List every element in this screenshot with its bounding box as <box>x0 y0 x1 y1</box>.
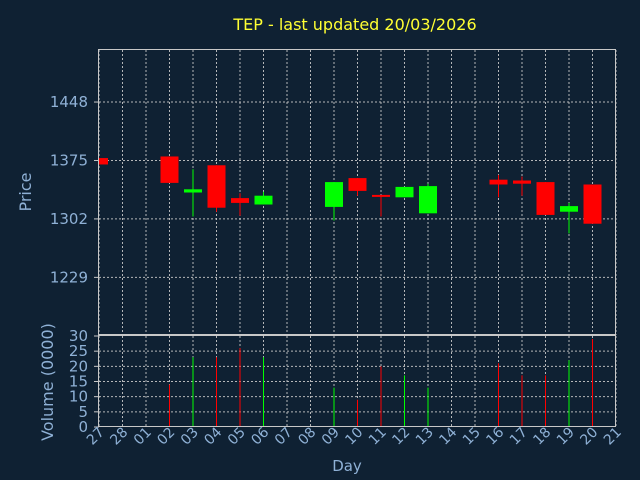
price-marks <box>98 156 602 234</box>
volume-marks <box>169 339 593 427</box>
x-tick-label: 07 <box>272 425 296 449</box>
x-tick-label: 12 <box>389 425 413 449</box>
x-tick-label: 03 <box>178 425 202 449</box>
candle-body <box>348 178 367 191</box>
x-tick-label: 21 <box>601 425 625 449</box>
price-tick-label: 1229 <box>50 268 88 286</box>
volume-tick-label: 0 <box>78 418 88 436</box>
x-tick-label: 14 <box>436 424 460 448</box>
x-tick-label: 08 <box>295 425 319 449</box>
x-tick-label: 15 <box>460 425 484 449</box>
x-tick-label: 13 <box>413 425 437 449</box>
candle-body <box>536 182 555 215</box>
volume-tick-label: 5 <box>78 403 88 421</box>
price-tick-label: 1302 <box>50 210 88 228</box>
candle-body <box>231 198 249 203</box>
x-tick-label: 05 <box>225 425 249 449</box>
x-tick-label: 19 <box>554 425 578 449</box>
price-grid <box>98 50 617 335</box>
volume-tick-label: 25 <box>69 342 88 360</box>
x-tick-label: 18 <box>530 425 554 449</box>
candle-body <box>560 206 578 212</box>
x-tick-label: 20 <box>577 425 601 449</box>
x-tick-label: 10 <box>342 425 366 449</box>
candle-body <box>207 165 226 208</box>
x-tick-label: 01 <box>131 425 155 449</box>
candle-body <box>395 186 414 198</box>
volume-tick-label: 10 <box>69 388 88 406</box>
volume-tick-label: 15 <box>69 373 88 391</box>
volume-tick-label: 20 <box>69 357 88 375</box>
candle-body <box>254 195 273 205</box>
x-tick-label: 28 <box>107 425 131 449</box>
x-tick-label: 06 <box>248 424 272 448</box>
chart-title: TEP - last updated 20/03/2026 <box>232 15 476 34</box>
x-tick-label: 02 <box>154 425 178 449</box>
candle-body <box>583 184 602 224</box>
candle-body <box>160 156 179 183</box>
price-frame <box>98 49 616 335</box>
candle-body <box>513 180 531 184</box>
candle-body <box>184 189 202 193</box>
candle-body <box>99 158 108 165</box>
x-tick-label: 04 <box>201 424 225 448</box>
x-tick-label: 09 <box>319 425 343 449</box>
price-tick-label: 1448 <box>50 93 88 111</box>
x-tick-label: 16 <box>483 424 507 448</box>
x-tick-labels: 27 28 01 02 03 04 05 06 07 08 09 10 11 12 13 14 15 16 17 18… <box>84 424 625 448</box>
volume-axis-label: Volume (0000) <box>38 323 57 441</box>
candle-body <box>325 182 343 207</box>
price-tick-label: 1375 <box>50 151 88 169</box>
price-ticks: 1229 1302 1375 1448 <box>50 93 99 286</box>
price-panel: 1229 1302 1375 1448 Price <box>16 49 617 335</box>
candle-body <box>489 179 508 185</box>
volume-tick-label: 30 <box>69 327 88 345</box>
candle-body <box>372 194 390 197</box>
x-axis-label: Day <box>332 457 362 475</box>
candle-body <box>419 186 437 214</box>
x-tick-label: 11 <box>366 425 390 449</box>
x-tick-label: 17 <box>507 425 531 449</box>
price-axis-label: Price <box>16 172 35 211</box>
